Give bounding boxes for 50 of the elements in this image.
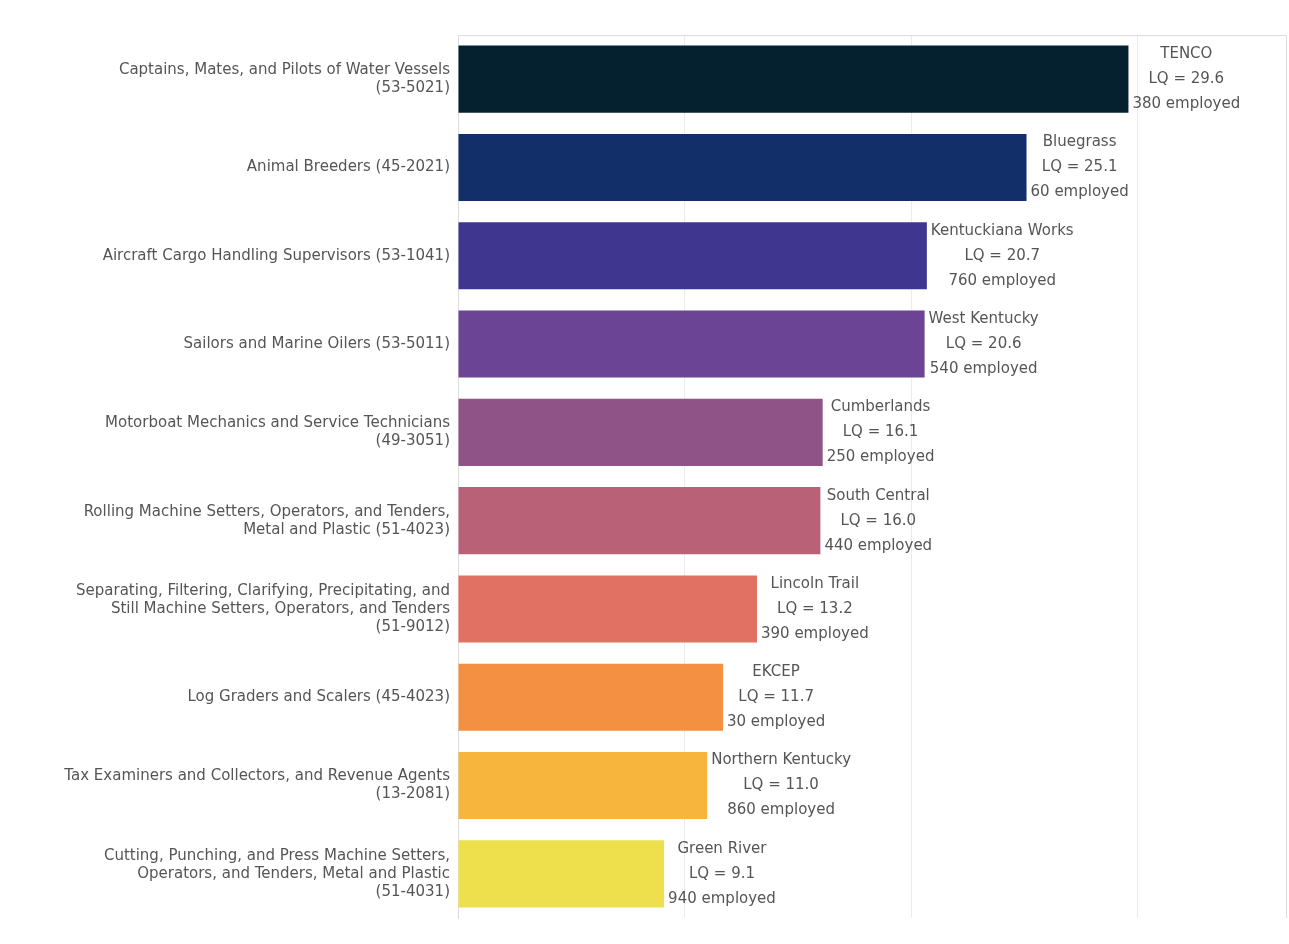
y-tick-label: Rolling Machine Setters, Operators, and Tenders, Metal and Plastic (51-4023) bbox=[83, 501, 450, 538]
annotation: 540 employed bbox=[929, 358, 1038, 377]
annotation: 860 employed bbox=[727, 800, 835, 819]
bar bbox=[458, 487, 821, 555]
bar bbox=[458, 398, 823, 466]
bar bbox=[458, 840, 665, 908]
y-tick-label: Cutting, Punching, and Press Machine Setters, Operators, and Tenders, Metal and Plastic (51-4031) bbox=[103, 845, 450, 900]
annotation: 440 employed bbox=[824, 535, 933, 554]
bar bbox=[458, 575, 757, 643]
annotation: West Kentucky bbox=[928, 308, 1039, 327]
bar bbox=[458, 663, 724, 731]
data-label: LQ = 20.6 bbox=[945, 333, 1022, 352]
bar bbox=[458, 45, 1129, 113]
annotation: TENCO bbox=[1159, 44, 1213, 63]
y-tick-label: Captains, Mates, and Pilots of Water Vessels (53-5021) bbox=[118, 60, 451, 97]
bar bbox=[458, 222, 927, 290]
data-label: LQ = 11.7 bbox=[738, 687, 814, 706]
y-tick-label: Sailors and Marine Oilers (53-5011) bbox=[183, 333, 450, 352]
y-tick-label: Tax Examiners and Collectors, and Revenue Agents (13-2081) bbox=[63, 766, 451, 803]
y-tick-label: Animal Breeders (45-2021) bbox=[246, 157, 450, 176]
y-tick-label: Motorboat Mechanics and Service Technicians (49-3051) bbox=[105, 413, 451, 450]
data-label: LQ = 11.0 bbox=[743, 775, 819, 794]
annotation: 760 employed bbox=[948, 270, 1057, 289]
annotation: 250 employed bbox=[826, 447, 935, 466]
bar bbox=[458, 133, 1027, 201]
bar bbox=[458, 752, 708, 820]
annotation: 60 employed bbox=[1030, 182, 1129, 201]
data-label: LQ = 20.7 bbox=[964, 245, 1041, 264]
data-label: LQ = 13.2 bbox=[777, 598, 853, 617]
annotation: 30 employed bbox=[727, 712, 826, 731]
annotation: Green River bbox=[677, 838, 768, 857]
annotation: Kentuckiana Works bbox=[930, 220, 1074, 239]
annotation: 940 employed bbox=[668, 888, 776, 907]
y-tick-label: Log Graders and Scalers (45-4023) bbox=[187, 687, 450, 706]
data-label: LQ = 29.6 bbox=[1148, 69, 1225, 88]
annotation: South Central bbox=[826, 485, 930, 504]
data-label: LQ = 9.1 bbox=[688, 863, 756, 882]
bar bbox=[458, 310, 925, 378]
annotation: 390 employed bbox=[760, 623, 869, 642]
data-label: LQ = 16.0 bbox=[840, 510, 917, 529]
y-tick-label: Separating, Filtering, Clarifying, Precipitating, and Still Machine Setters, Operators, and Tenders (51-9012) bbox=[76, 580, 451, 635]
annotation: Bluegrass bbox=[1042, 132, 1117, 151]
data-label: LQ = 16.1 bbox=[842, 422, 919, 441]
annotation: 380 employed bbox=[1132, 94, 1241, 113]
annotation: Cumberlands bbox=[830, 397, 931, 416]
annotation: Northern Kentucky bbox=[711, 750, 852, 769]
annotation: Lincoln Trail bbox=[770, 573, 860, 592]
annotation: EKCEP bbox=[752, 662, 800, 681]
data-label: LQ = 25.1 bbox=[1041, 157, 1118, 176]
y-tick-label: Aircraft Cargo Handling Supervisors (53-1041) bbox=[102, 245, 450, 264]
